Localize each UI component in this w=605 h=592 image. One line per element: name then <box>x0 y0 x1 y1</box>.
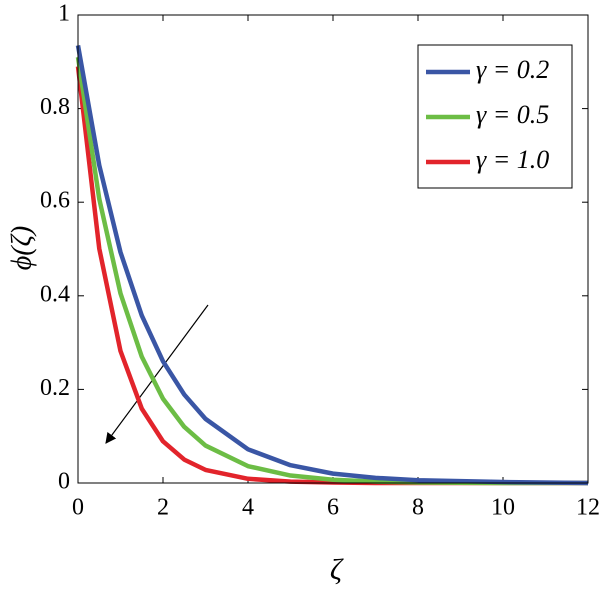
y-tick-label: 0.4 <box>40 281 70 307</box>
legend-label: γ = 0.2 <box>476 55 549 84</box>
y-tick-label: 0.8 <box>40 94 70 120</box>
x-tick-label: 10 <box>491 495 515 521</box>
legend-label: γ = 0.5 <box>476 100 549 129</box>
x-tick-label: 4 <box>242 495 254 521</box>
y-tick-label: 0.2 <box>40 375 70 401</box>
x-tick-label: 2 <box>157 495 169 521</box>
y-tick-label: 0.6 <box>40 188 70 214</box>
y-tick-label: 1 <box>58 1 70 27</box>
trend-arrow <box>105 304 209 444</box>
data-line <box>75 45 589 486</box>
x-tick-label: 8 <box>412 495 424 521</box>
plot-frame <box>77 14 589 484</box>
x-axis-label: ζ <box>330 553 344 586</box>
y-tick-label: 0 <box>58 469 70 495</box>
data-line <box>75 56 588 486</box>
x-tick-label: 0 <box>72 495 84 521</box>
y-axis-label: ϕ(ζ) <box>6 226 37 270</box>
x-tick-label: 12 <box>576 495 600 521</box>
legend-label: γ = 1.0 <box>476 145 549 174</box>
x-tick-label: 6 <box>327 495 339 521</box>
